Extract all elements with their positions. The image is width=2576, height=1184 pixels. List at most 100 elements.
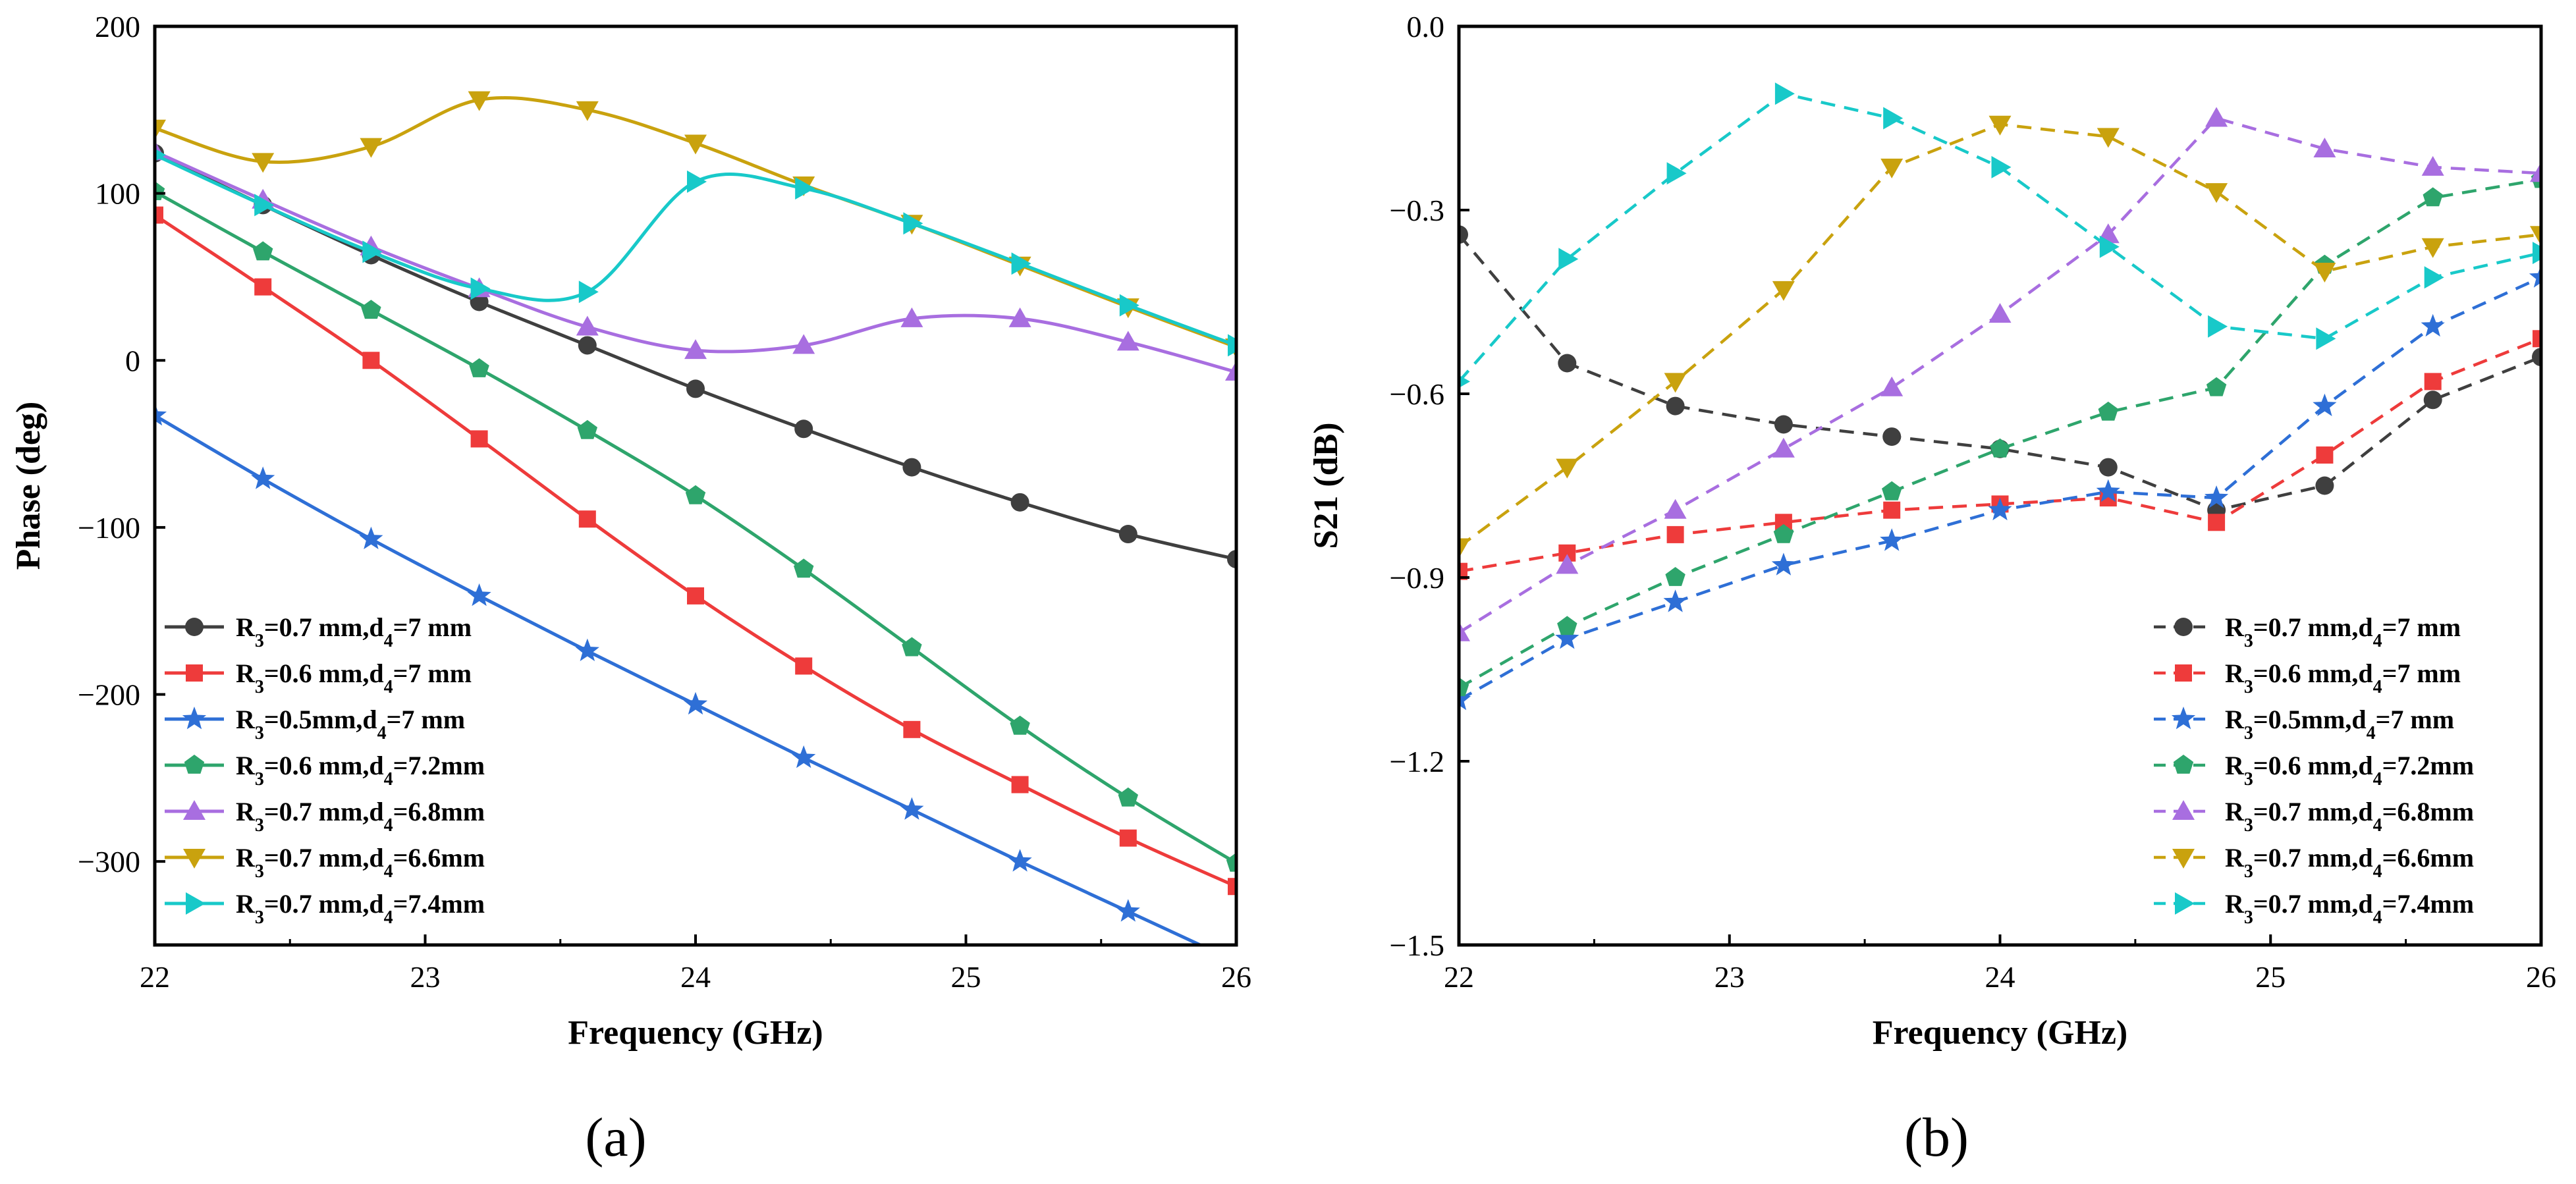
legend-text-part: R xyxy=(236,843,256,873)
data-point xyxy=(2096,128,2120,148)
legend-text-part: =7.4mm xyxy=(393,889,485,919)
x-axis-title: Frequency (GHz) xyxy=(1873,1014,2128,1052)
data-point xyxy=(1558,248,1579,271)
data-point xyxy=(903,720,921,738)
legend-text-part: =7 mm xyxy=(393,612,472,642)
series-line xyxy=(1459,178,2541,689)
data-point xyxy=(1459,621,1470,641)
data-point xyxy=(687,170,707,193)
subscript: 4 xyxy=(377,723,387,743)
data-point xyxy=(362,352,380,369)
data-point xyxy=(1663,589,1687,612)
y-tick-label: 200 xyxy=(95,10,140,43)
legend-item: R3=0.5mm,d4=7 mm xyxy=(2154,705,2454,743)
series-2 xyxy=(155,206,1236,896)
subscript: 3 xyxy=(255,907,264,928)
data-point xyxy=(1772,437,1795,458)
y-tick-label: −0.6 xyxy=(1390,377,1444,411)
legend-text-part: =0.7 mm,d xyxy=(2253,797,2373,826)
data-point xyxy=(1555,626,1579,649)
data-point xyxy=(684,339,707,360)
data-point xyxy=(1011,252,1031,275)
x-tick-label: 26 xyxy=(1221,960,1251,994)
legend-item: R3=0.7 mm,d4=7.4mm xyxy=(2154,889,2474,928)
data-point xyxy=(1880,376,1904,396)
data-point xyxy=(1228,878,1236,896)
data-point xyxy=(1883,107,1904,130)
data-point xyxy=(1459,687,1471,711)
data-point xyxy=(792,745,816,768)
data-point xyxy=(1118,787,1138,807)
data-point xyxy=(2205,107,2228,127)
x-tick-label: 22 xyxy=(140,960,170,994)
y-axis-title: Phase (deg) xyxy=(10,402,47,570)
legend-text-part: R xyxy=(236,705,256,734)
data-point xyxy=(1772,281,1795,301)
data-point xyxy=(1882,427,1902,446)
legend-text-part: =7 mm xyxy=(2382,659,2461,688)
data-point xyxy=(155,403,167,426)
x-tick-label: 22 xyxy=(1444,960,1474,994)
data-point xyxy=(575,638,599,661)
subscript: 4 xyxy=(2373,861,2382,882)
y-tick-label: 100 xyxy=(95,177,140,211)
data-point xyxy=(576,315,599,336)
legend-marker xyxy=(186,892,206,915)
legend-marker xyxy=(2172,800,2195,820)
data-point xyxy=(2099,235,2120,258)
subscript: 3 xyxy=(2244,815,2253,836)
legend-item: R3=0.7 mm,d4=6.8mm xyxy=(2154,797,2474,836)
data-point xyxy=(795,657,813,675)
data-point xyxy=(1556,554,1579,574)
subscript: 3 xyxy=(255,631,264,651)
legend-text-part: R xyxy=(236,659,256,688)
legend-text-part: R xyxy=(236,797,256,826)
data-point xyxy=(902,458,921,477)
data-point xyxy=(2529,265,2541,288)
legend-text-part: =7.2mm xyxy=(2382,751,2474,780)
data-point xyxy=(1988,115,2012,136)
data-point xyxy=(1008,307,1031,327)
legend-label: R3=0.7 mm,d4=6.8mm xyxy=(236,797,485,836)
data-point xyxy=(1990,438,2010,458)
legend-item: R3=0.7 mm,d4=6.8mm xyxy=(165,797,485,836)
legend-label: R3=0.5mm,d4=7 mm xyxy=(2225,705,2454,743)
y-tick-label: −200 xyxy=(78,678,140,712)
y-tick-label: 0 xyxy=(125,344,140,377)
data-point xyxy=(1119,294,1139,317)
legend-text-part: =7 mm xyxy=(2382,612,2461,642)
data-point xyxy=(900,797,924,820)
data-point xyxy=(2205,485,2229,508)
data-point xyxy=(1664,373,1687,393)
legend-item: R3=0.6 mm,d4=7.2mm xyxy=(2154,751,2474,790)
legend-text-part: =7 mm xyxy=(2376,705,2454,734)
data-point xyxy=(2098,458,2118,477)
subscript: 4 xyxy=(2373,907,2382,928)
legend-label: R3=0.7 mm,d4=7.4mm xyxy=(236,889,485,928)
x-axis-title: Frequency (GHz) xyxy=(568,1014,823,1052)
legend-marker xyxy=(2172,849,2195,869)
legend-marker xyxy=(2175,892,2195,915)
data-point xyxy=(794,419,813,439)
data-point xyxy=(253,241,273,261)
data-point xyxy=(155,181,165,200)
series-3 xyxy=(1459,265,2541,711)
data-point xyxy=(686,379,705,398)
data-point xyxy=(903,212,923,235)
data-point xyxy=(1459,225,1468,244)
data-point xyxy=(792,334,815,354)
data-point xyxy=(794,558,814,578)
legend-text-part: =7 mm xyxy=(387,705,465,734)
subscript: 4 xyxy=(384,769,393,790)
data-point xyxy=(1771,552,1795,576)
data-point xyxy=(359,526,383,549)
series-line xyxy=(1459,122,2541,549)
data-point xyxy=(2423,187,2443,207)
data-point xyxy=(1227,550,1236,569)
legend-text-part: =0.5mm,d xyxy=(2253,705,2367,734)
data-point xyxy=(1556,458,1579,479)
x-tick-label: 25 xyxy=(2255,960,2286,994)
legend-item: R3=0.7 mm,d4=7 mm xyxy=(165,612,472,651)
data-point xyxy=(1459,562,1467,580)
chart-b-plot-area xyxy=(1459,82,2541,711)
